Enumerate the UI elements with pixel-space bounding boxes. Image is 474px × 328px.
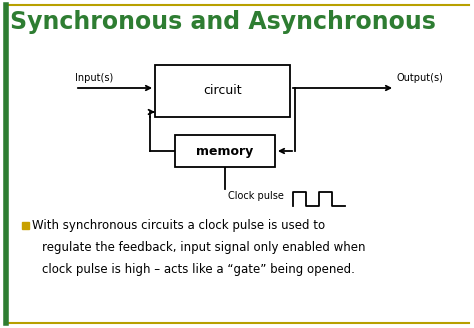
FancyBboxPatch shape [175, 135, 275, 167]
Text: With synchronous circuits a clock pulse is used to: With synchronous circuits a clock pulse … [32, 218, 325, 232]
Text: regulate the feedback, input signal only enabled when: regulate the feedback, input signal only… [42, 240, 365, 254]
Text: Synchronous and Asynchronous: Synchronous and Asynchronous [10, 10, 436, 34]
Bar [22, 221, 29, 229]
Text: clock pulse is high – acts like a “gate” being opened.: clock pulse is high – acts like a “gate”… [42, 262, 355, 276]
Text: memory: memory [196, 145, 254, 157]
Text: Output(s): Output(s) [397, 73, 444, 83]
FancyBboxPatch shape [155, 65, 290, 117]
Text: circuit: circuit [203, 85, 242, 97]
Text: Input(s): Input(s) [75, 73, 113, 83]
Text: Clock pulse: Clock pulse [228, 191, 284, 201]
